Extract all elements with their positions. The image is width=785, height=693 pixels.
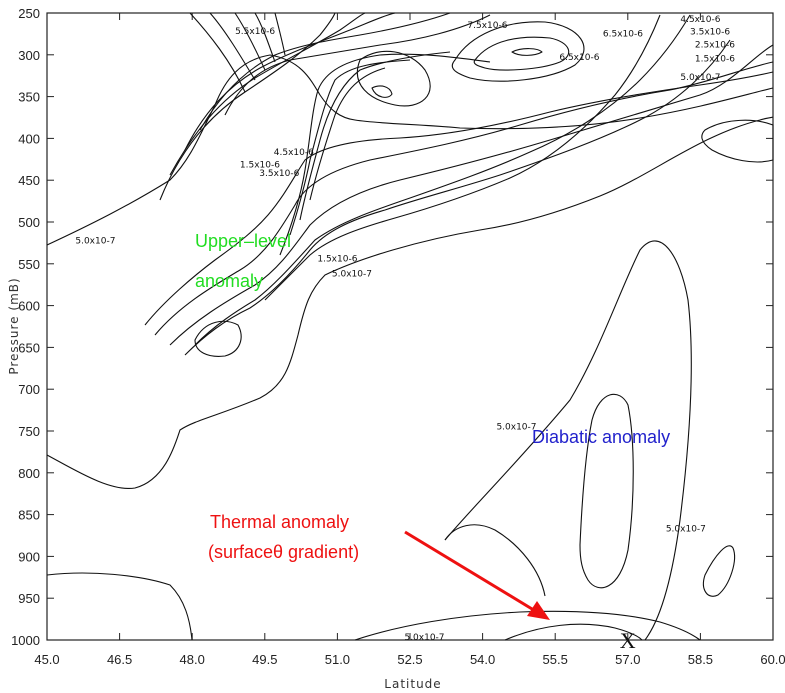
x-axis-label: Latitude — [384, 677, 441, 691]
y-tick-label: 950 — [18, 591, 40, 606]
y-tick-label: 600 — [18, 299, 40, 314]
y-tick-label: 700 — [18, 382, 40, 397]
contour-line — [184, 12, 396, 151]
contour-line — [504, 623, 643, 641]
contour-line — [511, 48, 543, 56]
y-tick-label: 650 — [18, 340, 40, 355]
contour-label: 3.5x10-6 — [690, 28, 730, 38]
contour-line — [154, 61, 774, 336]
arrow-head-icon — [527, 601, 550, 620]
contour-line — [46, 572, 193, 641]
contour-line — [194, 320, 242, 357]
contour-label: 4.5x10-6 — [274, 148, 314, 158]
tick-labels: 45.0 46.5 48.0 49.5 51.0 52.5 54.0 55.5 57.0 58.5… — [11, 6, 785, 667]
axis-ticks — [46, 12, 774, 641]
thermal-anomaly-line2: (surfaceθ gradient) — [208, 542, 359, 562]
x-tick-label: 60.0 — [760, 652, 785, 667]
contour-label: 7.5x10-6 — [467, 21, 507, 31]
upper-level-anomaly-line2: anomaly — [195, 271, 263, 291]
x-tick-label: 45.0 — [34, 652, 59, 667]
contour-label: 3.5x10-6 — [259, 169, 299, 179]
contour-label: 1.5x10-6 — [317, 254, 357, 264]
contour-line — [444, 240, 692, 641]
contour-line — [702, 545, 736, 597]
contour-label: 1.5x10-6 — [240, 161, 280, 171]
contour-label: 5.5x10-6 — [235, 27, 275, 37]
contour-line — [169, 44, 774, 346]
contour-label: 1.5x10-6 — [695, 54, 735, 64]
contour-line — [473, 36, 570, 71]
x-tick-label: 51.0 — [325, 652, 350, 667]
contour-line — [264, 14, 661, 301]
y-tick-label: 800 — [18, 466, 40, 481]
thermal-anomaly-line1: Thermal anomaly — [210, 512, 349, 532]
contour-line — [184, 39, 731, 356]
y-tick-label: 750 — [18, 424, 40, 439]
contour-line — [46, 116, 774, 490]
y-tick-label: 450 — [18, 173, 40, 188]
contour-lines — [46, 12, 774, 641]
contour-line — [371, 85, 393, 98]
y-tick-label: 1000 — [11, 633, 40, 648]
contour-label: 2.5x10-6 — [695, 40, 735, 50]
contour-line — [356, 50, 431, 107]
x-tick-label: 52.5 — [397, 652, 422, 667]
x-tick-label: 58.5 — [688, 652, 713, 667]
contour-label: 5.0x10-7 — [75, 237, 115, 247]
contour-label: 6.5x10-6 — [603, 29, 643, 39]
thermal-anomaly-arrow — [404, 530, 538, 614]
y-tick-label: 500 — [18, 215, 40, 230]
contour-line — [274, 12, 286, 56]
contour-line — [209, 12, 256, 81]
contour-line — [579, 393, 634, 589]
x-marker: X — [620, 628, 636, 653]
y-tick-label: 350 — [18, 90, 40, 105]
x-tick-label: 49.5 — [252, 652, 277, 667]
contour-label: 5.0x10-7 — [666, 524, 706, 534]
contour-line — [254, 12, 276, 63]
contour-line — [199, 12, 451, 131]
x-tick-label: 46.5 — [107, 652, 132, 667]
y-tick-label: 850 — [18, 508, 40, 523]
x-tick-label: 48.0 — [180, 652, 205, 667]
contour-line — [144, 71, 774, 326]
x-tick-label: 57.0 — [615, 652, 640, 667]
plot-frame — [46, 12, 774, 641]
y-axis-label: Pressure (mB) — [7, 277, 21, 374]
contour-line — [169, 12, 366, 176]
contour-label: 5.0x10-7 — [680, 73, 720, 83]
contour-line — [354, 610, 701, 641]
contour-line — [701, 119, 774, 163]
contour-line — [224, 14, 491, 116]
contour-line — [309, 67, 386, 201]
y-tick-label: 250 — [18, 6, 40, 21]
contour-label: 6.5x10-6 — [559, 53, 599, 63]
contour-line — [194, 14, 691, 346]
contour-line — [299, 51, 451, 221]
contour-line — [234, 12, 266, 71]
contour-line — [189, 12, 246, 93]
x-tick-label: 54.0 — [470, 652, 495, 667]
upper-level-anomaly-line1: Upper–level — [195, 231, 291, 251]
y-tick-label: 900 — [18, 549, 40, 564]
contour-line — [289, 59, 411, 236]
diabatic-anomaly-label: Diabatic anomaly — [532, 427, 670, 447]
y-tick-label: 550 — [18, 257, 40, 272]
y-tick-label: 300 — [18, 48, 40, 63]
contour-label: 5.0x10-7 — [404, 633, 444, 643]
contour-line — [46, 54, 774, 246]
contour-line — [159, 12, 336, 201]
contour-label: 5.0x10-7 — [496, 422, 536, 432]
contour-labels: 5.5x10-6 7.5x10-6 6.5x10-6 6.5x10-6 4.5x10-6… — [75, 15, 735, 643]
y-tick-label: 400 — [18, 131, 40, 146]
contour-label: 5.0x10-7 — [332, 269, 372, 279]
x-tick-label: 55.5 — [543, 652, 568, 667]
contour-line — [444, 524, 546, 597]
contour-label: 4.5x10-6 — [680, 15, 720, 25]
contour-line — [451, 21, 585, 82]
